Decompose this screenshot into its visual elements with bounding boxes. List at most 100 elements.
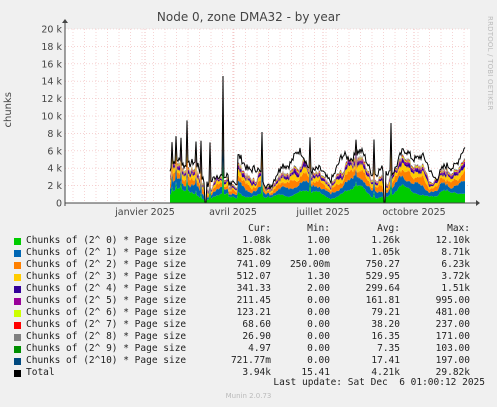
legend-header-min: Min: xyxy=(307,223,330,234)
legend-avg-value: 17.41 xyxy=(371,355,400,366)
series-area xyxy=(170,116,465,203)
legend-min-value: 0.00 xyxy=(307,343,330,354)
legend-max-value: 3.72k xyxy=(441,271,470,282)
legend-cur-value: 3.94k xyxy=(242,367,271,378)
legend-swatch xyxy=(14,238,21,245)
legend-header-avg: Avg: xyxy=(377,223,400,234)
legend-header-max: Max: xyxy=(447,223,470,234)
legend-cur-value: 825.82 xyxy=(236,247,271,258)
legend-cur-value: 26.90 xyxy=(242,331,271,342)
legend-series-name: Chunks of (2^10) * Page size xyxy=(26,355,187,366)
legend-max-value: 197.00 xyxy=(435,355,470,366)
x-axis-arrow xyxy=(476,200,480,206)
y-tick-label: 10 k xyxy=(41,112,62,123)
legend-min-value: 0.00 xyxy=(307,331,330,342)
legend-row: Chunks of (2^ 6) * Page size 123.21 0.00 79… xyxy=(0,307,497,319)
legend-series-name: Chunks of (2^ 7) * Page size xyxy=(26,319,187,330)
legend-swatch xyxy=(14,250,21,257)
legend-row: Chunks of (2^ 1) * Page size 825.82 1.00 1.… xyxy=(0,247,497,259)
legend-max-value: 12.10k xyxy=(435,235,470,246)
series-area xyxy=(170,99,465,203)
legend-avg-value: 299.64 xyxy=(365,283,400,294)
y-tick-label: 0 xyxy=(56,199,62,210)
legend-swatch xyxy=(14,310,21,317)
legend-row: Chunks of (2^ 2) * Page size 741.09 250.00… xyxy=(0,259,497,271)
legend-avg-value: 750.27 xyxy=(365,259,400,270)
legend-series-name: Chunks of (2^ 5) * Page size xyxy=(26,295,187,306)
rrdtool-watermark: RRDTOOL / TOBI OETIKER xyxy=(486,16,494,111)
total-line xyxy=(169,75,466,204)
series-area xyxy=(170,107,465,203)
x-tick-label: octobre 2025 xyxy=(382,207,445,218)
legend-row: Chunks of (2^ 3) * Page size 512.07 1.30 52… xyxy=(0,271,497,283)
legend-cur-value: 211.45 xyxy=(236,295,271,306)
legend-min-value: 0.00 xyxy=(307,355,330,366)
legend-min-value: 15.41 xyxy=(301,367,330,378)
legend-min-value: 0.00 xyxy=(307,307,330,318)
legend-row: Chunks of (2^ 0) * Page size 1.08k 1.00 1.2… xyxy=(0,235,497,247)
legend-swatch xyxy=(14,286,21,293)
y-axis-arrow xyxy=(62,19,68,23)
legend-avg-value: 38.20 xyxy=(371,319,400,330)
legend-series-name: Chunks of (2^ 8) * Page size xyxy=(26,331,187,342)
legend-series-name: Chunks of (2^ 2) * Page size xyxy=(26,259,187,270)
legend-max-value: 171.00 xyxy=(435,331,470,342)
legend-max-value: 6.23k xyxy=(441,259,470,270)
legend-cur-value: 721.77m xyxy=(230,355,271,366)
series-area xyxy=(170,159,465,203)
legend-max-value: 103.00 xyxy=(435,343,470,354)
legend-series-name: Chunks of (2^ 3) * Page size xyxy=(26,271,187,282)
y-tick-label: 16 k xyxy=(41,59,62,70)
legend-swatch xyxy=(14,322,21,329)
legend-series-name: Chunks of (2^ 4) * Page size xyxy=(26,283,187,294)
legend-cur-value: 1.08k xyxy=(242,235,271,246)
legend-cur-value: 68.60 xyxy=(242,319,271,330)
munin-footer: Munin 2.0.73 xyxy=(225,392,272,400)
legend-series-name: Chunks of (2^ 0) * Page size xyxy=(26,235,187,246)
legend-header-cur: Cur: xyxy=(248,223,271,234)
legend-swatch xyxy=(14,334,21,341)
x-tick-label: juillet 2025 xyxy=(295,207,349,218)
legend-series-name: Chunks of (2^ 9) * Page size xyxy=(26,343,187,354)
legend-cur-value: 741.09 xyxy=(236,259,271,270)
legend-row: Chunks of (2^ 5) * Page size 211.45 0.00 16… xyxy=(0,295,497,307)
legend-avg-value: 529.95 xyxy=(365,271,400,282)
legend-min-value: 0.00 xyxy=(307,319,330,330)
legend-avg-value: 1.05k xyxy=(371,247,400,258)
legend-row: Chunks of (2^ 8) * Page size 26.90 0.00 16.… xyxy=(0,331,497,343)
legend-min-value: 1.30 xyxy=(307,271,330,282)
legend-max-value: 29.82k xyxy=(435,367,470,378)
y-tick-label: 2 k xyxy=(47,181,62,192)
legend-min-value: 250.00m xyxy=(289,259,330,270)
legend-max-value: 995.00 xyxy=(435,295,470,306)
legend-swatch xyxy=(14,298,21,305)
chart-title: Node 0, zone DMA32 - by year xyxy=(156,10,341,24)
legend-series-name: Chunks of (2^ 1) * Page size xyxy=(26,247,187,258)
legend-series-name: Chunks of (2^ 6) * Page size xyxy=(26,307,187,318)
y-tick-label: 12 k xyxy=(41,94,62,105)
legend-max-value: 8.71k xyxy=(441,247,470,258)
y-tick-label: 18 k xyxy=(41,42,62,53)
legend-max-value: 481.00 xyxy=(435,307,470,318)
legend-min-value: 0.00 xyxy=(307,295,330,306)
legend-cur-value: 123.21 xyxy=(236,307,271,318)
chart-area: 0 2 k 4 k 6 k 8 k 10 k 12 k 14 k 16 k 18 k 20 k jan… xyxy=(41,19,480,218)
legend-min-value: 1.00 xyxy=(307,247,330,258)
legend-min-value: 2.00 xyxy=(307,283,330,294)
legend-row: Chunks of (2^ 4) * Page size 341.33 2.00 29… xyxy=(0,283,497,295)
legend-row: Chunks of (2^ 7) * Page size 68.60 0.00 38.… xyxy=(0,319,497,331)
legend-avg-value: 1.26k xyxy=(371,235,400,246)
legend-cur-value: 4.97 xyxy=(248,343,271,354)
legend-cur-value: 341.33 xyxy=(236,283,271,294)
legend-avg-value: 4.21k xyxy=(371,367,400,378)
legend-swatch xyxy=(14,274,21,281)
y-tick-label: 6 k xyxy=(47,146,62,157)
legend-series-name: Total xyxy=(26,367,55,378)
last-update: Last update: Sat Dec 6 01:00:12 2025 xyxy=(273,377,485,388)
legend-row: Total 3.94k 15.41 4.21k 29.82k xyxy=(0,367,497,379)
legend-row: Chunks of (2^ 9) * Page size 4.97 0.00 7.35… xyxy=(0,343,497,355)
legend-cur-value: 512.07 xyxy=(236,271,271,282)
legend-swatch xyxy=(14,370,21,377)
legend-min-value: 1.00 xyxy=(307,235,330,246)
x-tick-label: avril 2025 xyxy=(209,207,257,218)
